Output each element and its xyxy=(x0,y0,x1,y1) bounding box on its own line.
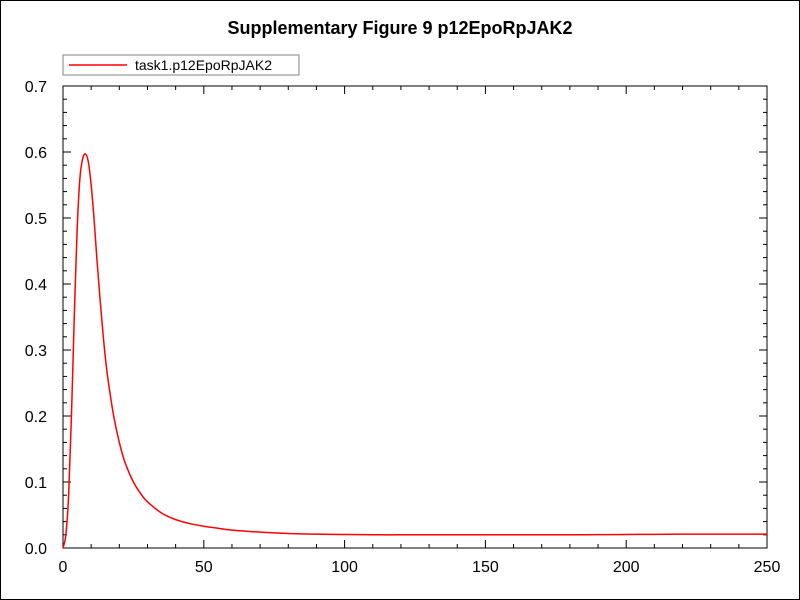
legend-entry-label: task1.p12EpoRpJAK2 xyxy=(135,57,272,73)
chart-title: Supplementary Figure 9 p12EpoRpJAK2 xyxy=(227,18,572,38)
y-tick-label: 0.3 xyxy=(25,343,47,360)
plot-frame xyxy=(62,85,768,549)
y-tick-label: 0.2 xyxy=(25,409,47,426)
y-tick-label: 0.7 xyxy=(25,79,47,96)
x-tick-label: 250 xyxy=(754,559,781,576)
y-tick-label: 0.5 xyxy=(25,211,47,228)
x-tick-label: 0 xyxy=(59,559,68,576)
y-tick-label: 0.6 xyxy=(25,145,47,162)
y-tick-label: 0.4 xyxy=(25,277,47,294)
x-tick-label: 150 xyxy=(472,559,499,576)
y-tick-label: 0.1 xyxy=(25,475,47,492)
series-layer xyxy=(62,153,767,549)
legend: task1.p12EpoRpJAK2 xyxy=(62,54,300,76)
x-tick-label: 200 xyxy=(613,559,640,576)
x-tick-label: 100 xyxy=(331,559,358,576)
axes: 0 50 100 150 200 250 0.0 0.1 0.2 0.3 0.4 0.5 0.6 0.7 xyxy=(25,79,781,576)
series-line-0 xyxy=(62,153,767,549)
legend-box xyxy=(62,54,300,76)
y-tick-label: 0.0 xyxy=(25,541,47,558)
x-tick-label: 50 xyxy=(195,559,213,576)
